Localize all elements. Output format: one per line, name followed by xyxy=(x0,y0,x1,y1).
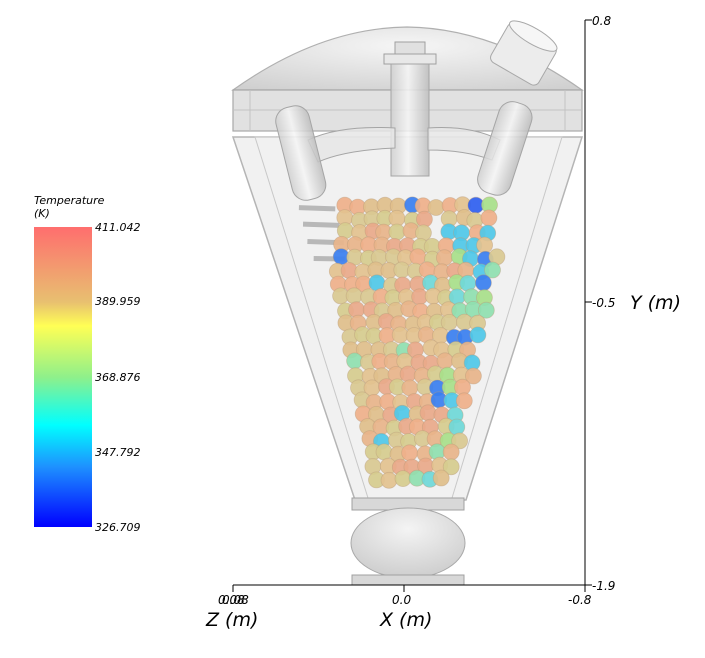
bottom-flange-low xyxy=(351,574,465,586)
particle xyxy=(388,223,406,241)
particle xyxy=(442,443,460,461)
colorbar-gradient xyxy=(34,227,92,527)
colorbar: Temperature (K) 411.042 389.959 368.876 … xyxy=(34,194,141,534)
particle xyxy=(435,249,453,267)
z-tick-b: 0.08 xyxy=(222,593,249,607)
x-tick-zero: 0.0 xyxy=(392,593,411,607)
central-shaft xyxy=(390,63,430,177)
colorbar-tick-max: 411.042 xyxy=(95,221,141,234)
y-tick-mid: -0.5 xyxy=(592,296,615,310)
particle xyxy=(464,367,482,385)
particle xyxy=(427,199,445,216)
particle xyxy=(432,469,450,487)
left-screw xyxy=(275,105,345,262)
right-screw xyxy=(477,101,533,196)
colorbar-tick-4: 347.792 xyxy=(95,446,141,459)
z-tick-a: 0.08 xyxy=(218,593,245,607)
y-tick-top: 0.8 xyxy=(592,14,611,28)
colorbar-unit: (K) xyxy=(34,207,50,220)
colorbar-tick-3: 368.876 xyxy=(95,371,141,384)
particle xyxy=(442,458,460,476)
particle-bed xyxy=(328,196,506,489)
y-axis-title: Y (m) xyxy=(630,292,681,314)
particle xyxy=(414,224,432,242)
colorbar-title: Temperature xyxy=(34,194,105,207)
particle xyxy=(399,365,417,383)
particle xyxy=(480,209,498,227)
x-tick-right: -0.8 xyxy=(568,593,592,607)
particle xyxy=(401,444,419,462)
particle xyxy=(476,236,494,254)
bottom-valve xyxy=(350,507,466,579)
particle xyxy=(469,326,487,344)
colorbar-tick-min: 326.709 xyxy=(95,521,141,534)
particle xyxy=(455,392,473,410)
left-arm xyxy=(307,127,396,163)
top-flange xyxy=(394,41,426,55)
particle xyxy=(394,470,412,488)
x-axis-title: X (m) xyxy=(379,609,432,631)
particle xyxy=(477,301,495,319)
particle xyxy=(448,418,466,436)
particle xyxy=(345,287,363,305)
lid-port xyxy=(490,20,558,86)
particle xyxy=(451,432,469,450)
particle xyxy=(409,248,427,266)
particle xyxy=(474,274,492,292)
particle xyxy=(380,471,398,489)
axes xyxy=(232,19,592,592)
particle xyxy=(419,404,437,422)
particle xyxy=(436,352,454,370)
particle xyxy=(484,261,501,279)
colorbar-tick-2: 389.959 xyxy=(95,295,141,308)
y-tick-bottom: -1.9 xyxy=(592,579,615,593)
z-axis-title: Z (m) xyxy=(205,609,258,631)
particle xyxy=(336,222,354,240)
particle xyxy=(375,443,393,461)
